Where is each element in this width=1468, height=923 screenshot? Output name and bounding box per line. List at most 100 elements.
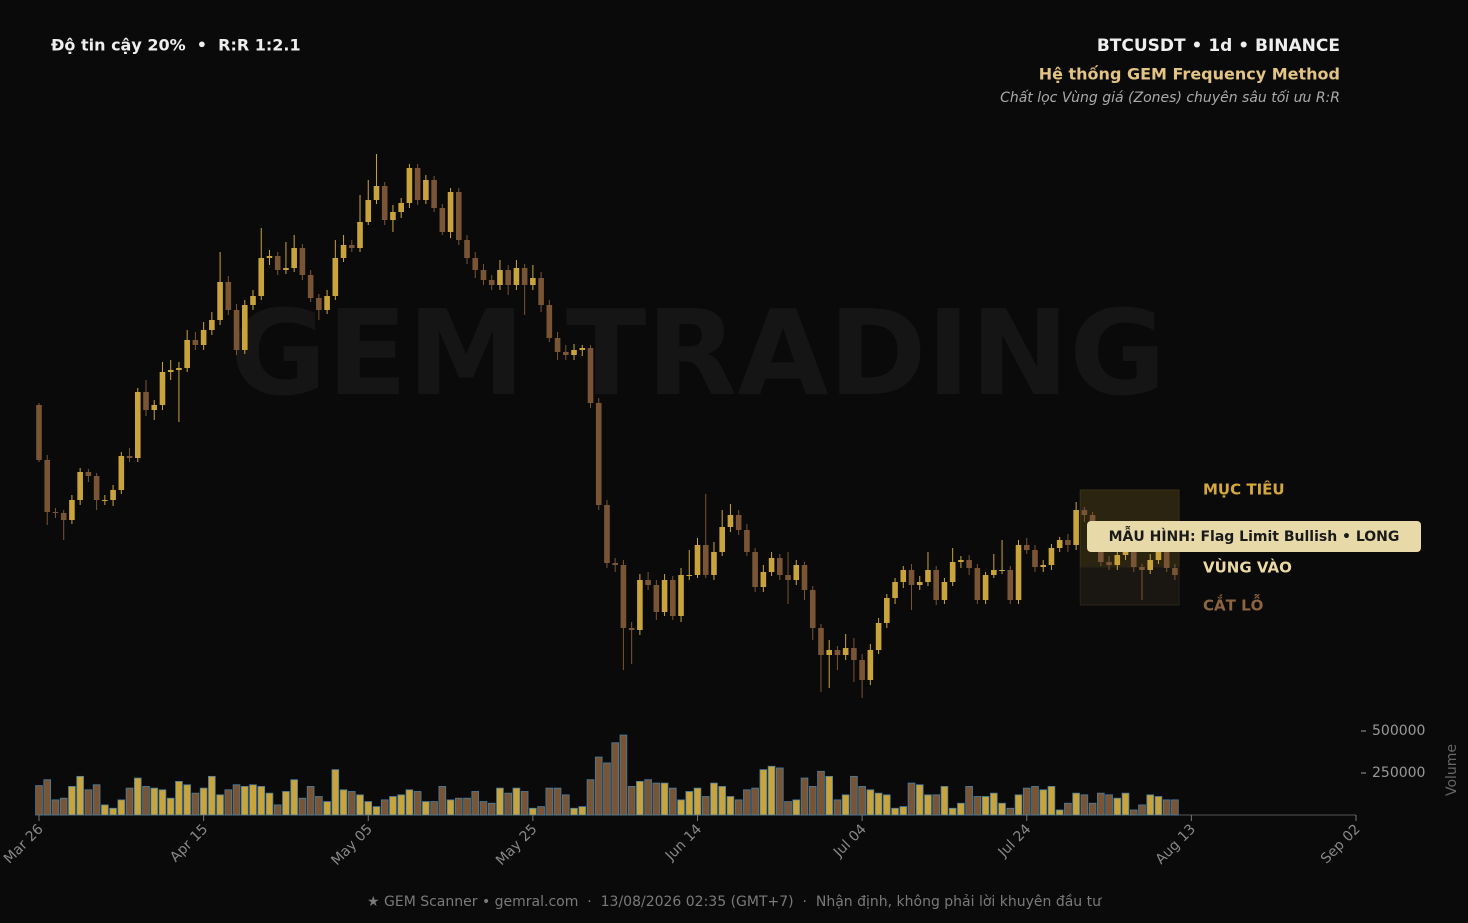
candle-body xyxy=(118,456,125,490)
volume-bar xyxy=(257,786,266,816)
x-tick-label: May 25 xyxy=(493,821,541,869)
candle-body xyxy=(488,280,495,285)
volume-bar xyxy=(520,791,529,816)
volume-bar xyxy=(422,801,430,816)
candle-body xyxy=(777,558,783,575)
volume-bar xyxy=(915,784,924,816)
candle-body xyxy=(579,348,586,350)
volume-bar xyxy=(562,794,570,816)
candle-body xyxy=(826,650,832,655)
candle-body xyxy=(332,258,339,296)
stop-label: CẮT LỖ xyxy=(1203,594,1263,615)
candle-body xyxy=(167,370,174,372)
volume-bar xyxy=(792,799,801,816)
volume-bar xyxy=(1129,809,1138,816)
volume-bar xyxy=(504,792,512,816)
candle-body xyxy=(513,268,520,285)
volume-bar xyxy=(463,797,471,816)
candle-body xyxy=(406,168,413,203)
volume-bar xyxy=(948,807,957,816)
y2-tick-label: 250000 xyxy=(1372,765,1425,781)
volume-bar xyxy=(1138,804,1146,816)
candle-body xyxy=(110,490,116,500)
volume-bar xyxy=(347,791,356,816)
volume-bar xyxy=(883,794,891,816)
x-tick-label: Jul 04 xyxy=(830,821,870,861)
volume-bar xyxy=(627,786,636,816)
candle-body xyxy=(908,570,915,585)
volume-bar xyxy=(496,787,504,816)
candle-body xyxy=(1073,510,1079,545)
candle-body xyxy=(176,368,182,370)
volume-bar xyxy=(356,794,364,816)
candle-body xyxy=(299,248,306,275)
volume-bar xyxy=(743,789,751,816)
volume-bar xyxy=(850,775,858,816)
volume-bar xyxy=(586,779,595,816)
volume-bar xyxy=(841,794,850,816)
volume-bar xyxy=(454,797,463,816)
volume-bar xyxy=(660,782,669,816)
volume-bar xyxy=(51,799,60,816)
volume-bar xyxy=(874,792,883,816)
candle-body xyxy=(151,405,158,410)
pattern-label: MẪU HÌNH: Flag Limit Bullish • LONG xyxy=(1109,526,1400,545)
volume-bar xyxy=(397,794,405,816)
candle-body xyxy=(209,320,215,330)
volume-bar xyxy=(512,787,521,816)
candle-body xyxy=(381,186,388,220)
volume-bar xyxy=(183,784,191,816)
candle-body xyxy=(1155,552,1162,560)
volume-bar xyxy=(693,787,702,816)
candle-body xyxy=(266,256,273,258)
volume-bar xyxy=(957,802,965,816)
volume-bar xyxy=(636,781,644,816)
volume-bar xyxy=(35,785,43,816)
volume-bar xyxy=(282,791,290,816)
candle-body xyxy=(52,512,59,513)
candle-body xyxy=(357,222,363,248)
volume-bar xyxy=(734,799,743,816)
volume-bar xyxy=(685,791,694,816)
volume-bar xyxy=(323,801,331,816)
target-label: MỤC TIÊU xyxy=(1203,480,1285,499)
volume-bar xyxy=(315,796,323,816)
candle-body xyxy=(316,298,322,310)
confidence: Độ tin cậy 20% • R:R 1:2.1 xyxy=(51,36,301,55)
candle-body xyxy=(1081,510,1088,515)
candle-body xyxy=(307,275,314,298)
volume-bar xyxy=(1105,794,1113,816)
volume-bar xyxy=(306,786,315,816)
x-tick-label: Apr 15 xyxy=(167,821,211,865)
candle-body xyxy=(686,575,693,576)
x-tick-label: Jun 14 xyxy=(662,821,705,864)
volume-bar xyxy=(776,767,784,816)
candle-body xyxy=(809,590,816,628)
candle-body xyxy=(274,256,281,270)
candle-body xyxy=(653,585,660,612)
candle-body xyxy=(694,545,701,575)
candle-body xyxy=(184,340,190,368)
candle-body xyxy=(250,296,256,305)
candle-body xyxy=(36,405,42,460)
volume-bar xyxy=(224,789,233,816)
volume-bar xyxy=(471,791,480,816)
volume-bar xyxy=(603,762,611,816)
volume-bar xyxy=(191,792,200,816)
candle-body xyxy=(538,278,544,305)
volume-bar xyxy=(265,792,274,816)
volume-bar xyxy=(380,799,389,816)
candle-body xyxy=(464,240,470,258)
volume-bar xyxy=(273,804,282,816)
volume-bar xyxy=(759,769,768,816)
volume-bar xyxy=(175,781,183,816)
volume-bar xyxy=(570,807,578,816)
volume-bar xyxy=(1031,786,1039,816)
volume-bar xyxy=(1154,796,1163,816)
volume-bar xyxy=(1022,787,1031,816)
candle-body xyxy=(1147,560,1154,570)
candle-body xyxy=(793,565,800,580)
x-tick-label: Sep 02 xyxy=(1318,821,1364,867)
volume-bar xyxy=(298,797,307,816)
candle-body xyxy=(390,212,396,220)
